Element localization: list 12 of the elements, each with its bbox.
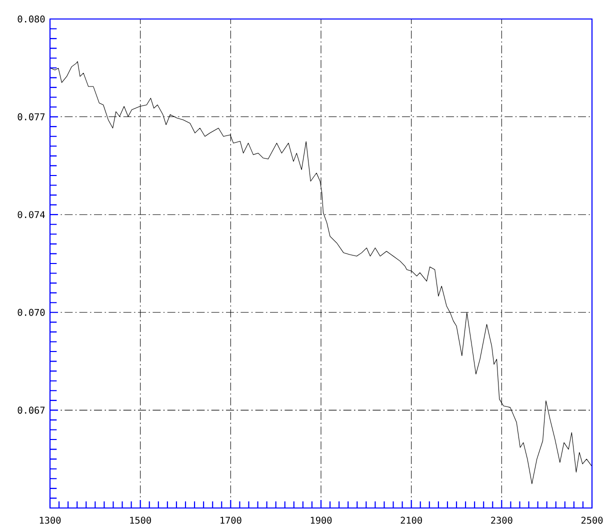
x-tick-label: 1900: [310, 516, 332, 524]
y-tick-label: 0.077: [18, 113, 45, 120]
x-tick-label: 2300: [491, 516, 512, 524]
x-tick-label: 2100: [400, 516, 422, 524]
y-tick-label: 0.074: [18, 211, 45, 218]
y-tick-label: 0.070: [18, 308, 45, 316]
x-tick-label: 1700: [220, 516, 242, 524]
x-tick-label: 2500: [581, 516, 603, 524]
y-tick-label: 0.080: [18, 15, 45, 23]
x-tick-label: 1500: [130, 516, 151, 524]
y-tick-label: 0.067: [18, 406, 45, 414]
x-tick-label: 1300: [40, 516, 61, 524]
